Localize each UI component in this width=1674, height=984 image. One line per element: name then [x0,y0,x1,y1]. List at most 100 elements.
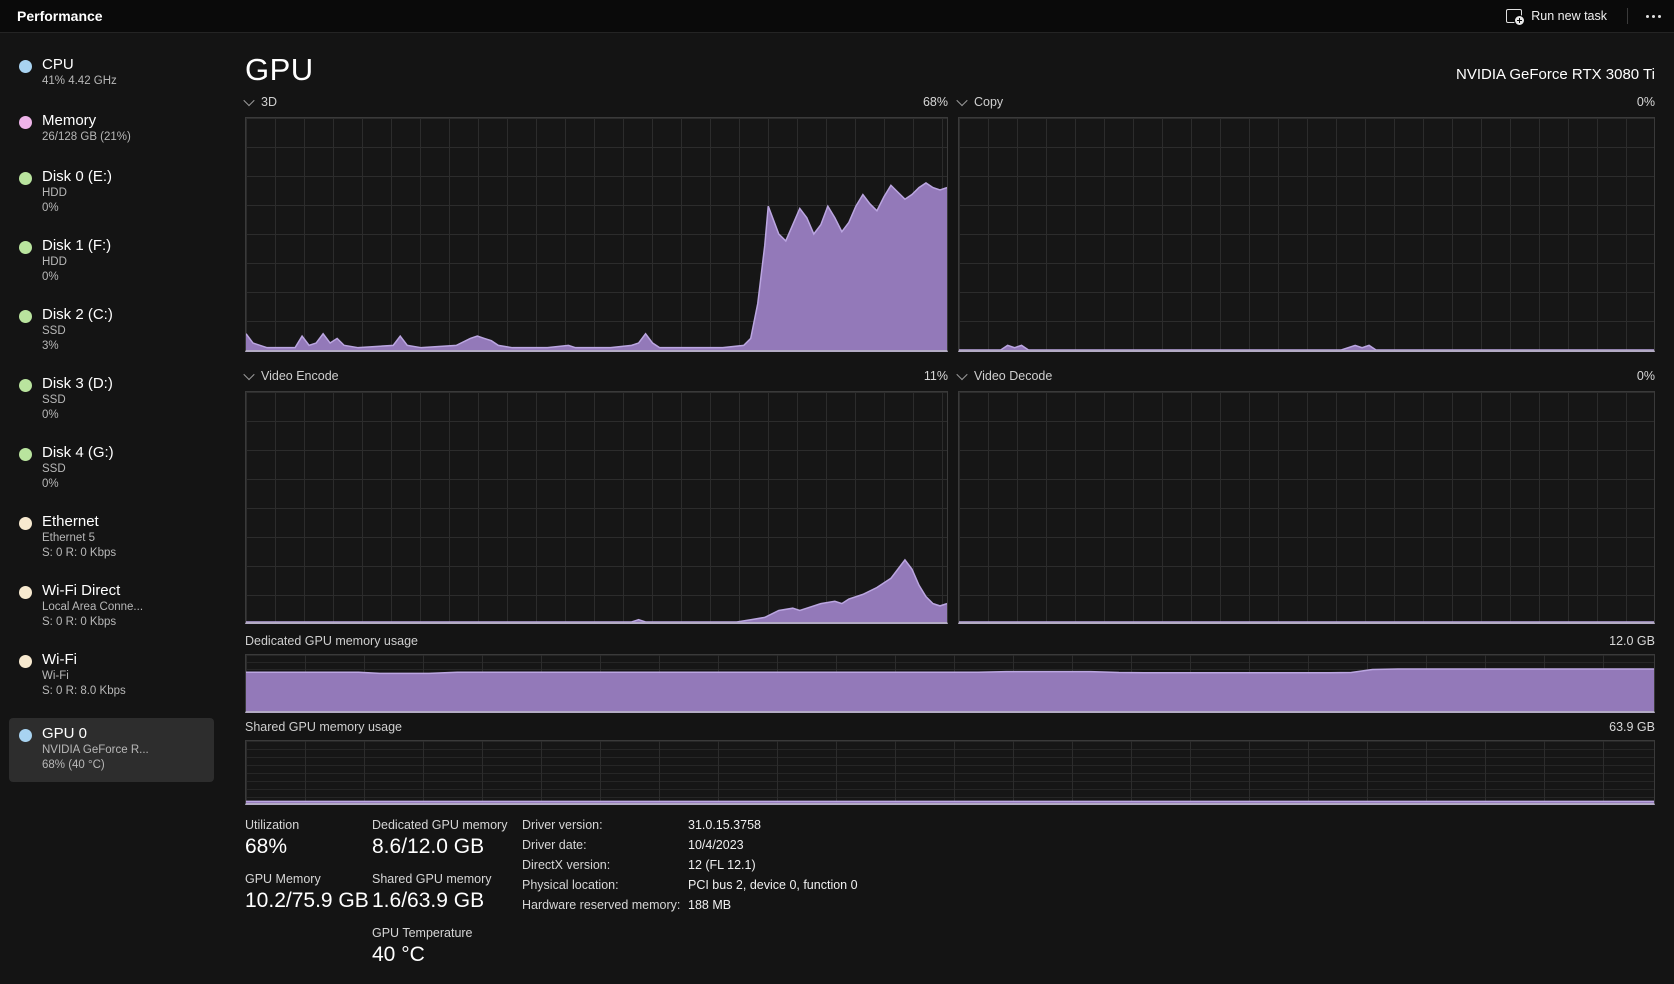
memory-status-dot [19,116,32,129]
stat-label: DirectX version: [522,858,611,872]
stat-label: GPU Temperature [372,926,473,940]
gpu-video-decode-chart [958,391,1655,624]
sidebar-item-title: Disk 0 (E:) [42,168,113,185]
sidebar-item-sub: SSD [42,463,66,475]
sidebar-item-sub: SSD [42,325,66,337]
stat-label: Shared GPU memory [372,872,492,886]
gpu-3d-chart [245,117,948,352]
sidebar-item-cpu[interactable]: CPU 41% 4.42 GHz [9,54,214,91]
stat-label: Driver version: [522,818,603,832]
gpu-page-title: GPU [245,52,314,87]
stat-value-dedicated-memory: 8.6/12.0 GB [372,835,485,858]
chevron-down-icon[interactable] [956,94,968,107]
sidebar-item-sub: Ethernet 5 [42,532,96,544]
sidebar-item-title: Ethernet [42,513,99,530]
sidebar-item-disk1[interactable]: Disk 1 (F:) HDD 0% [9,235,214,287]
sidebar-item-sub: 0% [42,271,59,283]
sidebar-item-disk0[interactable]: Disk 0 (E:) HDD 0% [9,166,214,218]
stat-label: Utilization [245,818,300,832]
stat-value-hardware-reserved: 188 MB [688,898,732,912]
stat-label: Hardware reserved memory: [522,898,681,912]
sidebar-item-sub: 3% [42,340,59,352]
stat-value-physical-location: PCI bus 2, device 0, function 0 [688,878,858,892]
chart-title-video-encode: Video Encode [261,369,339,383]
chart-value-copy: 0% [1636,95,1655,109]
sidebar-item-sub: 68% (40 °C) [42,759,105,771]
disk-status-dot [19,172,32,185]
sidebar-item-sub: Wi-Fi [42,670,69,682]
stat-value-directx-version: 12 (FL 12.1) [688,858,756,872]
chart-value-3d: 68% [922,95,948,109]
sidebar-item-title: Memory [42,112,97,129]
sidebar-item-sub: 26/128 GB (21%) [42,131,131,143]
sidebar-item-title: Disk 4 (G:) [42,444,114,461]
stat-value-driver-version: 31.0.15.3758 [688,818,761,832]
sidebar-item-title: Disk 2 (C:) [42,306,113,323]
chart-title-video-decode: Video Decode [974,369,1053,383]
sidebar-item-sub: SSD [42,394,66,406]
chevron-down-icon[interactable] [243,94,255,107]
sidebar-item-sub: Local Area Conne... [42,601,144,613]
sidebar-item-title: Disk 1 (F:) [42,237,112,254]
dedicated-memory-title: Dedicated GPU memory usage [245,634,418,648]
gpu-video-encode-chart [245,391,948,624]
sidebar-item-sub: 0% [42,202,59,214]
network-status-dot [19,517,32,530]
sidebar-item-disk2[interactable]: Disk 2 (C:) SSD 3% [9,304,214,356]
stat-label: GPU Memory [245,872,321,886]
sidebar-item-disk3[interactable]: Disk 3 (D:) SSD 0% [9,373,214,425]
chart-value-video-encode: 11% [923,369,948,383]
gpu-status-dot [19,729,32,742]
sidebar-item-title: CPU [42,56,74,73]
network-status-dot [19,586,32,599]
gpu-stats-panel: Utilization 68% GPU Memory 10.2/75.9 GB … [245,818,1654,980]
stat-value-gpu-memory: 10.2/75.9 GB [245,889,369,912]
sidebar-item-wifi[interactable]: Wi-Fi Wi-Fi S: 0 R: 8.0 Kbps [9,649,214,701]
dedicated-gpu-memory-chart [245,654,1655,713]
chart-value-video-decode: 0% [1636,369,1655,383]
sidebar-item-sub: HDD [42,256,67,268]
sidebar-item-sub: 0% [42,478,59,490]
sidebar-item-sub: S: 0 R: 0 Kbps [42,616,117,628]
stat-label: Physical location: [522,878,619,892]
cpu-status-dot [19,60,32,73]
stat-value-shared-memory: 1.6/63.9 GB [372,889,485,912]
toolbar-divider [1627,8,1628,24]
sidebar-item-title: Wi-Fi [42,651,77,668]
sidebar-item-sub: S: 0 R: 8.0 Kbps [42,685,126,697]
chart-title-copy: Copy [974,95,1004,109]
shared-memory-title: Shared GPU memory usage [245,720,403,734]
sidebar-item-memory[interactable]: Memory 26/128 GB (21%) [9,110,214,147]
disk-status-dot [19,448,32,461]
network-status-dot [19,655,32,668]
sidebar-item-title: Wi-Fi Direct [42,582,121,599]
page-title: Performance [17,8,103,24]
more-options-button[interactable] [1638,4,1668,28]
title-bar: Performance Run new task [0,0,1674,33]
run-new-task-button[interactable]: Run new task [1496,5,1617,27]
sidebar-item-sub: NVIDIA GeForce R... [42,744,149,756]
disk-status-dot [19,379,32,392]
shared-gpu-memory-chart [245,740,1655,805]
window-plus-icon [1506,9,1526,26]
stat-value-utilization: 68% [245,835,288,858]
gpu-device-name: NVIDIA GeForce RTX 3080 Ti [1456,66,1655,83]
sidebar-item-title: Disk 3 (D:) [42,375,113,392]
chevron-down-icon[interactable] [243,368,255,381]
sidebar-item-ethernet[interactable]: Ethernet Ethernet 5 S: 0 R: 0 Kbps [9,511,214,563]
sidebar-item-gpu0[interactable]: GPU 0 NVIDIA GeForce R... 68% (40 °C) [9,718,214,782]
sidebar-item-disk4[interactable]: Disk 4 (G:) SSD 0% [9,442,214,494]
run-new-task-label: Run new task [1531,9,1607,23]
stat-label: Dedicated GPU memory [372,818,508,832]
chevron-down-icon[interactable] [956,368,968,381]
disk-status-dot [19,310,32,323]
sidebar-item-sub: 0% [42,409,59,421]
stat-value-driver-date: 10/4/2023 [688,838,744,852]
stat-value-gpu-temperature: 40 °C [372,943,425,966]
sidebar-item-sub: HDD [42,187,67,199]
chart-title-3d: 3D [261,95,277,109]
disk-status-dot [19,241,32,254]
performance-sidebar: CPU 41% 4.42 GHz Memory 26/128 GB (21%) … [0,32,226,984]
sidebar-item-wifi-direct[interactable]: Wi-Fi Direct Local Area Conne... S: 0 R:… [9,580,214,632]
sidebar-item-title: GPU 0 [42,725,88,742]
